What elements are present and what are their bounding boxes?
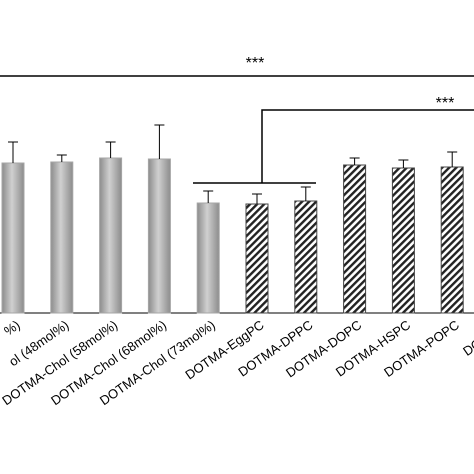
x-tick-label: %) <box>1 317 23 338</box>
annotation: *** <box>436 95 455 112</box>
bar <box>391 167 415 314</box>
bar <box>343 164 367 314</box>
x-tick-label: DOTMA- <box>460 317 474 359</box>
bar <box>196 202 220 314</box>
bar <box>294 200 318 314</box>
bar <box>99 157 123 314</box>
significance-bracket <box>261 109 474 183</box>
bar <box>245 203 269 314</box>
annotation: *** <box>246 55 265 72</box>
bar <box>440 166 464 314</box>
bar <box>1 162 25 314</box>
bar <box>50 161 74 314</box>
bar <box>147 158 171 314</box>
